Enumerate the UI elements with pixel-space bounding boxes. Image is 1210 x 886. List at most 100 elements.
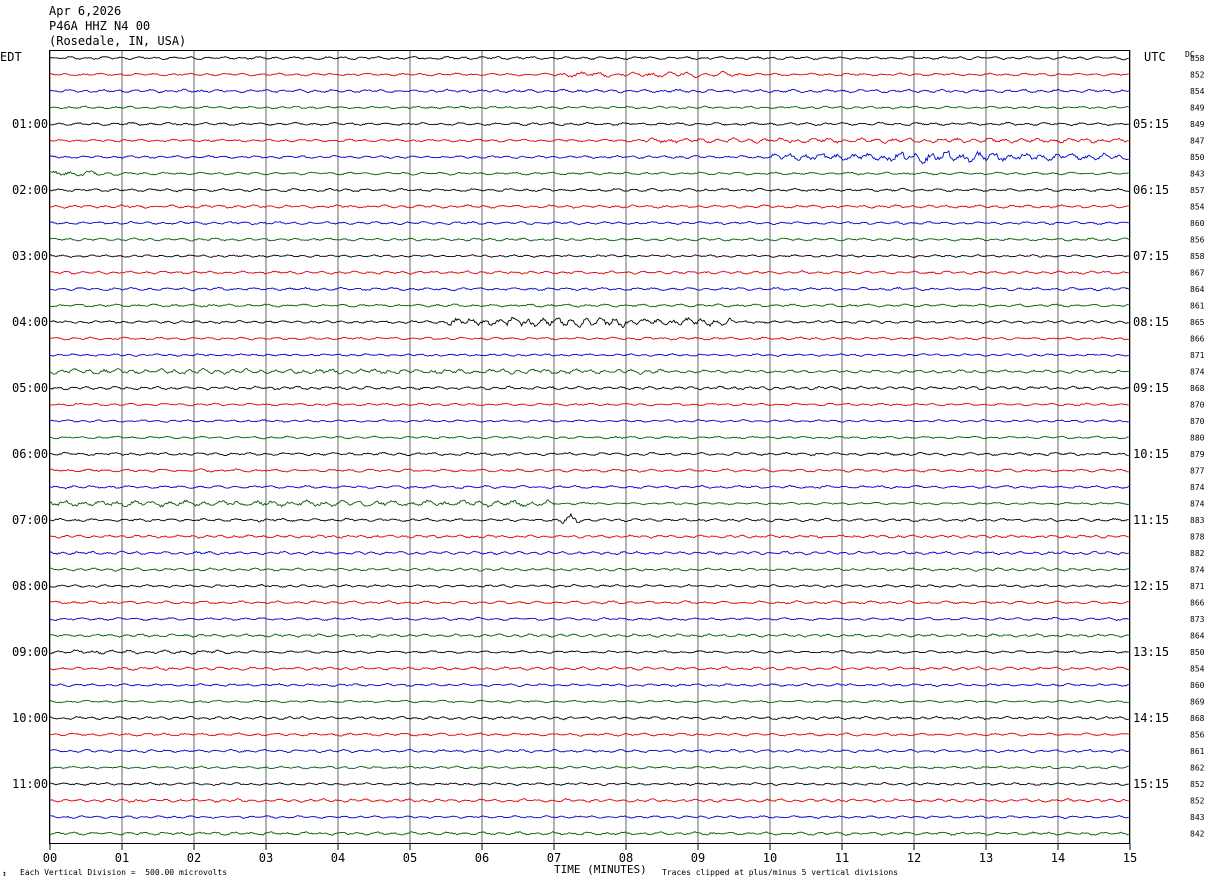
dc-offset-label: 854 <box>1190 203 1205 212</box>
right-hour-label: 13:15 <box>1133 645 1169 659</box>
trace-row <box>49 468 1129 473</box>
trace-row <box>49 419 1129 423</box>
x-tick-label: 09 <box>691 851 705 865</box>
trace-row <box>49 534 1129 539</box>
trace-row <box>49 600 1129 605</box>
dc-offset-label: 864 <box>1190 632 1205 641</box>
dc-offset-label: 854 <box>1190 665 1205 674</box>
dc-offset-label: 864 <box>1190 285 1205 294</box>
dc-offset-label: 871 <box>1190 582 1205 591</box>
x-tick-label: 07 <box>547 851 561 865</box>
trace-row <box>49 55 1130 61</box>
left-hour-label: 05:00 <box>12 381 48 395</box>
right-hour-label: 10:15 <box>1133 447 1169 461</box>
trace-row <box>49 137 1129 144</box>
x-axis-title: TIME (MINUTES) <box>554 863 647 876</box>
trace-row <box>49 484 1130 490</box>
dc-offset-label: 874 <box>1190 566 1205 575</box>
dc-offset-label: 862 <box>1190 764 1205 773</box>
trace-row <box>49 732 1130 737</box>
dc-offset-label: 858 <box>1190 54 1205 63</box>
x-tick-label: 05 <box>403 851 417 865</box>
x-tick-label: 08 <box>619 851 633 865</box>
left-hour-label: 07:00 <box>12 513 48 527</box>
trace-row <box>49 105 1129 110</box>
location-label: (Rosedale, IN, USA) <box>49 34 187 48</box>
left-hour-label: 06:00 <box>12 447 48 461</box>
dc-offset-label: 871 <box>1190 351 1205 360</box>
trace-row <box>49 303 1129 308</box>
trace-row <box>49 633 1130 638</box>
dc-offset-label: 850 <box>1190 648 1205 657</box>
x-tick-label: 14 <box>1051 851 1065 865</box>
trace-row <box>49 385 1129 391</box>
left-hour-label: 09:00 <box>12 645 48 659</box>
dc-offset-label: 868 <box>1190 714 1205 723</box>
right-hour-label: 15:15 <box>1133 777 1169 791</box>
x-tick-label: 03 <box>259 851 273 865</box>
trace-row <box>49 367 1129 375</box>
left-hour-label: 08:00 <box>12 579 48 593</box>
dc-offset-label: 856 <box>1190 236 1205 245</box>
left-hour-label: 01:00 <box>12 117 48 131</box>
left-zone-label: EDT <box>0 50 22 64</box>
dc-offset-label: 868 <box>1190 384 1205 393</box>
right-hour-label: 14:15 <box>1133 711 1169 725</box>
trace-row <box>49 682 1129 688</box>
x-tick-label: 02 <box>187 851 201 865</box>
trace-row <box>49 499 1129 508</box>
right-hour-label: 08:15 <box>1133 315 1169 329</box>
dc-offset-label: 870 <box>1190 401 1205 410</box>
dc-offset-label: 867 <box>1190 269 1205 278</box>
right-zone-label: UTC <box>1144 50 1166 64</box>
dc-offset-label: 874 <box>1190 368 1205 377</box>
date-label: Apr 6,2026 <box>49 4 122 18</box>
dc-offset-label: 842 <box>1190 830 1205 839</box>
x-tick-label: 11 <box>835 851 849 865</box>
right-hour-label: 12:15 <box>1133 579 1169 593</box>
seismic-traces <box>49 55 1130 836</box>
dc-offset-label: 852 <box>1190 797 1205 806</box>
dc-offset-label: 849 <box>1190 104 1205 113</box>
dc-offset-label: 843 <box>1190 813 1205 822</box>
station-label: P46A HHZ N4 00 <box>49 19 151 33</box>
dc-offset-label: 873 <box>1190 615 1205 624</box>
dc-offset-label: 866 <box>1190 335 1205 344</box>
trace-row <box>49 765 1129 770</box>
dc-offset-label: 883 <box>1190 516 1205 525</box>
right-hour-label: 05:15 <box>1133 117 1169 131</box>
dc-offset-label: 857 <box>1190 186 1205 195</box>
dc-offset-label: 860 <box>1190 681 1205 690</box>
dc-offset-label: 854 <box>1190 87 1205 96</box>
trace-row <box>49 286 1130 292</box>
trace-row <box>49 815 1129 819</box>
trace-row <box>49 781 1129 786</box>
dc-offset-label: 874 <box>1190 500 1205 509</box>
trace-row <box>49 699 1129 704</box>
trace-row <box>49 336 1129 341</box>
trace-row <box>49 88 1130 94</box>
trace-row <box>49 316 1129 328</box>
x-tick-label: 13 <box>979 851 993 865</box>
trace-row <box>49 616 1129 622</box>
dc-offset-label: 866 <box>1190 599 1205 608</box>
dc-offset-label: 869 <box>1190 698 1205 707</box>
trace-row <box>49 402 1129 407</box>
trace-row <box>49 798 1129 803</box>
trace-row <box>49 170 1129 177</box>
dc-offset-label: 874 <box>1190 483 1205 492</box>
dc-offset-label: 849 <box>1190 120 1205 129</box>
trace-row <box>49 649 1129 655</box>
dc-offset-label: 878 <box>1190 533 1205 542</box>
axis-labels: 00 01 02 03 04 05 06 07 08 09 10 11 12 13 14 15 01:00 02:… <box>12 54 1205 865</box>
trace-row <box>49 187 1130 193</box>
minute-grid <box>49 50 1131 843</box>
trace-row <box>49 512 1129 524</box>
trace-row <box>49 435 1129 440</box>
left-hour-label: 04:00 <box>12 315 48 329</box>
footer-mark: ↕ <box>2 869 7 878</box>
plot-frame <box>49 50 1130 844</box>
right-hour-label: 09:15 <box>1133 381 1169 395</box>
trace-row <box>49 150 1129 165</box>
